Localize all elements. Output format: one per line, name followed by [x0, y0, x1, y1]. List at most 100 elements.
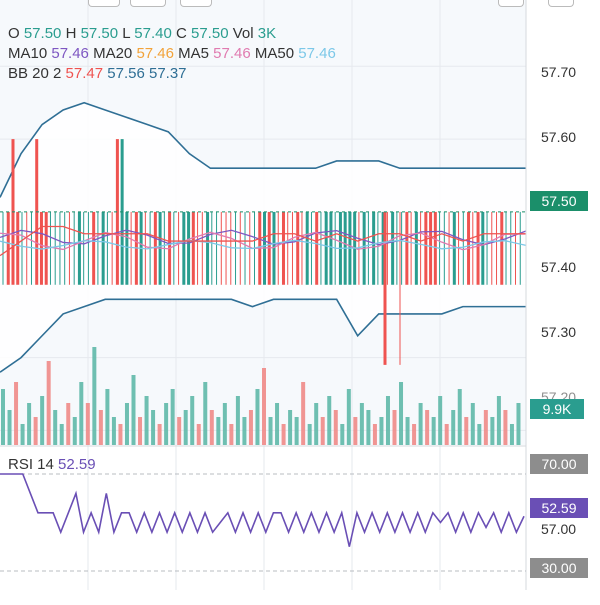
volume-bar [268, 417, 273, 445]
ma20-value: 57.46 [136, 45, 174, 62]
rsi-lower-tag: 30.00 [530, 558, 588, 578]
volume-bar [183, 410, 188, 445]
candle-body [206, 211, 210, 285]
ma20-label: MA20 [93, 45, 133, 62]
volume-bar [412, 424, 417, 445]
rsi-label: RSI 14 [8, 456, 54, 473]
volume-bar [392, 410, 397, 445]
ma50-line [0, 239, 527, 250]
ma10-value: 57.46 [51, 45, 89, 62]
volume-bar [314, 403, 319, 445]
candle-body [182, 211, 186, 285]
volume-bar [203, 382, 208, 445]
candle-body [16, 211, 20, 285]
bb-label: BB 20 2 [8, 65, 62, 82]
volume-bar [72, 417, 77, 445]
volume-bar [320, 417, 325, 445]
candle-body [324, 211, 328, 285]
volume-bar [209, 410, 214, 445]
candle-body [429, 211, 433, 285]
candle-body [481, 211, 485, 285]
bollinger-lower-line [0, 298, 526, 373]
price-axis-tick: 57.40 [541, 259, 577, 275]
volume-bar [255, 389, 260, 445]
toolbar-button-stub[interactable] [498, 0, 524, 7]
high-label: H [65, 25, 77, 42]
rsi-legend: RSI 14 52.59 [8, 455, 96, 475]
volume-bar [85, 403, 90, 445]
volume-bar [20, 424, 25, 445]
open-value: 57.50 [23, 25, 62, 42]
ma50-value: 57.46 [298, 45, 336, 62]
volume-bar [470, 403, 475, 445]
volume-bar [372, 424, 377, 445]
volume-bar [151, 410, 156, 445]
volume-bar [40, 396, 45, 445]
candle-body [191, 211, 195, 285]
volume-label: Vol [232, 25, 254, 42]
volume-bar [340, 424, 345, 445]
toolbar-button-stub[interactable] [548, 0, 574, 7]
volume-bar [170, 389, 175, 445]
volume-bar [7, 410, 12, 445]
volume-bar [242, 417, 247, 445]
volume-bar [164, 403, 169, 445]
volume-bar [490, 417, 495, 445]
bb-upper-value: 57.56 [107, 65, 145, 82]
volume-value: 3K [257, 25, 277, 42]
volume-bar [177, 417, 182, 445]
bb-legend: BB 20 2 57.47 57.56 57.37 [8, 64, 187, 84]
toolbar-button-stub[interactable] [130, 0, 166, 7]
candle-body [296, 211, 300, 285]
volume-bar [190, 396, 195, 445]
candle-body [115, 139, 119, 285]
volume-bar [496, 396, 501, 445]
volume-bar [1, 389, 5, 445]
volume-bar [346, 389, 351, 445]
candle-body [329, 211, 333, 285]
rsi-value: 52.59 [58, 456, 96, 473]
volume-bar [105, 389, 110, 445]
ma5-line [0, 231, 527, 251]
candle-body [424, 211, 428, 285]
volume-bar [327, 396, 332, 445]
candle-body [101, 211, 105, 285]
rsi-upper-tag: 70.00 [530, 454, 588, 474]
volume-bar [59, 424, 64, 445]
close-value: 57.50 [191, 25, 229, 42]
volume-bar [138, 417, 143, 445]
candle-body [77, 211, 81, 285]
volume-bar [229, 424, 234, 445]
volume-bar [275, 403, 280, 445]
ma50-label: MA50 [254, 45, 295, 62]
high-value: 57.50 [80, 25, 119, 42]
volume-bar [366, 410, 371, 445]
volume-bar [405, 417, 410, 445]
volume-bar [464, 417, 469, 445]
bollinger-upper-line [0, 101, 526, 198]
candle-body [391, 211, 395, 285]
candle-body [381, 211, 385, 285]
candle-body [500, 211, 504, 285]
volume-bar [118, 424, 123, 445]
volume-bar [353, 417, 358, 445]
candle-body [372, 211, 376, 285]
toolbar-button-stub[interactable] [180, 0, 212, 7]
volume-bar [98, 410, 103, 445]
volume-bar [131, 375, 136, 445]
volume-bar [288, 410, 293, 445]
volume-bar [27, 403, 32, 445]
volume-bar [46, 361, 51, 445]
toolbar-button-stub[interactable] [88, 0, 120, 7]
volume-bar [307, 424, 312, 445]
candle-body [125, 211, 129, 285]
volume-bar [444, 424, 449, 445]
volume-bar [503, 410, 508, 445]
volume-bar [359, 403, 364, 445]
volume-bar [262, 368, 266, 445]
volume-bar [79, 382, 84, 445]
volume-bar [431, 417, 436, 445]
last-price-tag: 57.50 [530, 191, 588, 211]
volume-bar [216, 417, 221, 445]
